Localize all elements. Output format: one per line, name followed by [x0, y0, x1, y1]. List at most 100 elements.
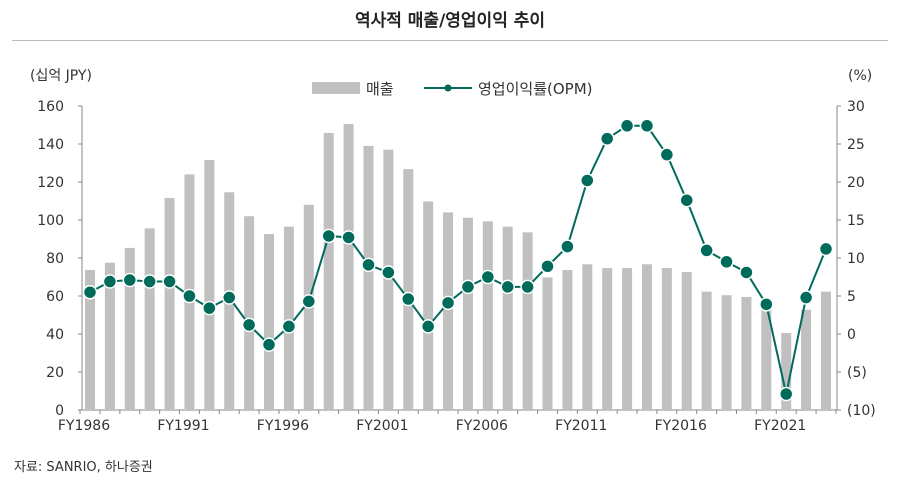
y-axis-label: (십억 JPY): [30, 68, 92, 84]
opm-point: [540, 259, 555, 274]
revenue-bar: [681, 272, 692, 410]
opm-point: [241, 317, 257, 333]
revenue-bar: [502, 226, 513, 410]
revenue-bar: [164, 197, 175, 410]
opm-point: [739, 265, 754, 280]
opm-point: [639, 118, 655, 134]
revenue-bar: [522, 232, 533, 410]
revenue-bar: [363, 145, 374, 410]
revenue-bar: [462, 217, 473, 410]
legend-opm-label: 영업이익률(OPM): [478, 80, 593, 98]
x-tick-label: FY2006: [456, 418, 508, 434]
revenue-bar: [542, 277, 553, 410]
opm-point: [818, 241, 834, 257]
chart-title: 역사적 매출/영업이익 추이: [354, 11, 546, 31]
y-tick-label: 0: [55, 403, 64, 419]
y-tick-label: 140: [37, 137, 64, 153]
y-tick-label: 60: [46, 289, 64, 305]
opm-point: [759, 297, 774, 312]
opm-point: [798, 290, 814, 305]
opm-point: [281, 319, 297, 334]
opm-point: [520, 279, 535, 295]
y-tick-label: 160: [37, 99, 64, 115]
x-tick-label: FY2001: [356, 418, 408, 434]
legend-line-marker: [444, 84, 452, 92]
opm-point: [122, 272, 138, 288]
opm-point: [162, 274, 177, 289]
x-tick-label: FY2011: [555, 418, 607, 434]
revenue-bar: [602, 268, 613, 410]
opm-point: [381, 265, 396, 280]
revenue-bar: [403, 169, 414, 410]
revenue-bar: [622, 268, 633, 410]
revenue-bar: [721, 295, 732, 410]
opm-point: [261, 337, 277, 352]
revenue-bar: [283, 226, 294, 410]
revenue-bar: [801, 309, 812, 410]
revenue-bar: [701, 291, 712, 410]
opm-point: [480, 269, 496, 285]
opm-point: [580, 173, 595, 188]
revenue-bar: [423, 201, 434, 410]
y2-tick-label: 0: [847, 327, 856, 343]
x-tick-label: FY1986: [58, 418, 110, 434]
y2-tick-label: 5: [847, 289, 856, 305]
y-tick-label: 120: [37, 175, 64, 191]
opm-point: [221, 290, 237, 305]
y2-tick-label: (10): [847, 403, 876, 419]
title-divider: [12, 40, 888, 41]
opm-point: [182, 288, 197, 304]
revenue-bar: [343, 124, 354, 411]
revenue-bar: [582, 264, 593, 410]
opm-point: [719, 254, 734, 270]
legend-bar-swatch: [312, 82, 360, 94]
x-tick-label: FY1996: [257, 418, 309, 434]
opm-point: [699, 243, 714, 258]
opm-point: [301, 294, 317, 309]
y-tick-label: 100: [37, 213, 64, 229]
opm-point: [142, 274, 157, 289]
revenue-bar: [482, 221, 493, 410]
opm-point: [659, 147, 675, 162]
revenue-bar: [641, 264, 652, 410]
revenue-bar: [124, 247, 135, 410]
revenue-bar: [264, 234, 275, 410]
revenue-bar: [741, 296, 752, 410]
opm-point: [560, 239, 575, 254]
revenue-bar: [144, 228, 155, 410]
y2-axis-label: (%): [848, 68, 872, 84]
revenue-bar: [85, 269, 95, 410]
y2-tick-label: (5): [847, 365, 867, 381]
y2-tick-label: 10: [847, 251, 865, 267]
revenue-bar: [323, 132, 334, 411]
revenue-bar: [781, 333, 792, 410]
opm-point: [679, 192, 695, 208]
y-tick-label: 20: [46, 365, 64, 381]
opm-point: [500, 279, 515, 295]
y2-tick-label: 25: [847, 137, 865, 153]
opm-point: [202, 300, 217, 316]
y2-tick-label: 15: [847, 213, 865, 229]
y2-tick-label: 30: [847, 99, 865, 115]
opm-point: [420, 319, 436, 334]
opm-point: [102, 274, 118, 289]
opm-line: [89, 124, 827, 395]
opm-point: [460, 279, 476, 295]
opm-point: [341, 230, 356, 245]
chart-svg: 0 20 40 60 80 100 120 140 160 (10) (5) 0 5 10 15 20 25 30…: [30, 68, 876, 434]
opm-point: [321, 228, 336, 244]
legend-revenue-label: 매출: [366, 80, 394, 98]
revenue-bar: [204, 159, 215, 410]
y2-tick-label: 20: [847, 175, 865, 191]
revenue-bar: [104, 262, 115, 410]
revenue-bar: [821, 291, 831, 410]
source-note: 자료: SANRIO, 하나증권: [14, 460, 153, 475]
revenue-bar: [383, 149, 394, 410]
y-tick-label: 80: [46, 251, 64, 267]
opm-point: [440, 295, 456, 311]
opm-point: [361, 257, 376, 273]
revenue-bar: [443, 212, 454, 410]
revenue-bar: [244, 216, 255, 410]
opm-point: [778, 386, 794, 402]
